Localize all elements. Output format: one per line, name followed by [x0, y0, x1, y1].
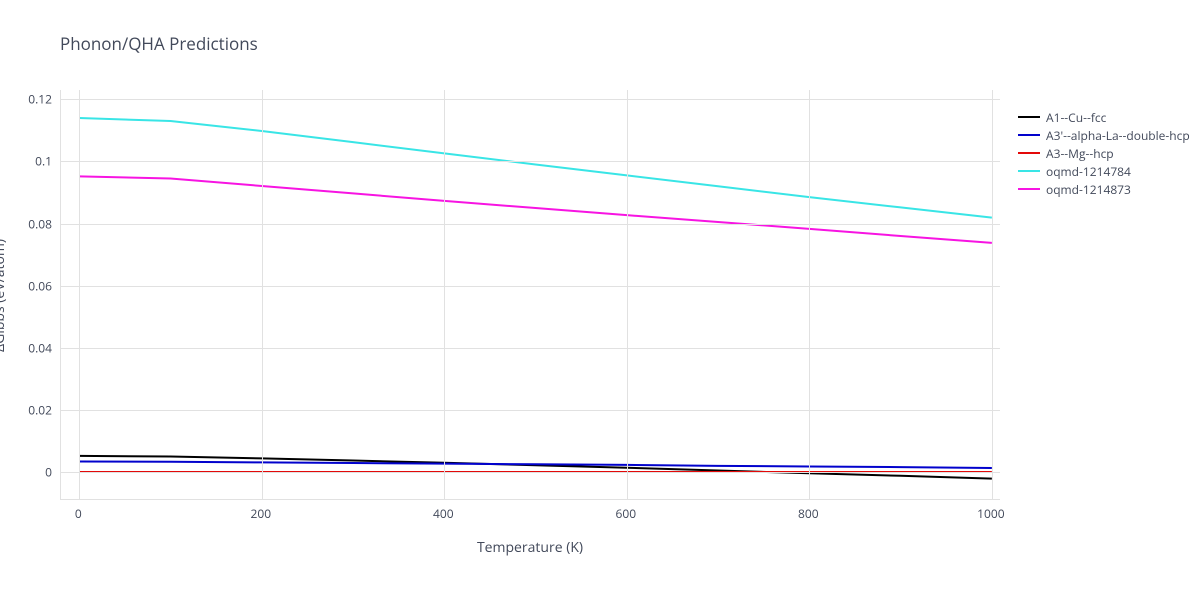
- chart-title: Phonon/QHA Predictions: [60, 32, 258, 55]
- series-line[interactable]: [79, 118, 992, 218]
- y-tick-label: 0.1: [0, 153, 52, 170]
- plot-area: [60, 90, 1000, 500]
- x-tick-label: 600: [616, 505, 637, 522]
- legend-swatch: [1018, 152, 1040, 154]
- legend-label: A3'--alpha-La--double-hcp: [1046, 127, 1190, 144]
- x-tick-label: 0: [75, 505, 82, 522]
- y-tick-label: 0.02: [0, 401, 52, 418]
- legend-swatch: [1018, 188, 1040, 190]
- y-tick-label: 0.08: [0, 215, 52, 232]
- x-tick-label: 1000: [977, 505, 1004, 522]
- y-axis-label: ΔGibbs (eV/atom): [0, 90, 10, 500]
- gridline-v: [444, 90, 445, 499]
- gridline-h: [61, 410, 1000, 411]
- chart-container: Phonon/QHA Predictions Temperature (K) Δ…: [0, 0, 1200, 600]
- legend-swatch: [1018, 134, 1040, 136]
- legend-item[interactable]: oqmd-1214784: [1018, 162, 1190, 180]
- legend-label: oqmd-1214873: [1046, 181, 1131, 198]
- gridline-h: [61, 472, 1000, 473]
- gridline-h: [61, 99, 1000, 100]
- x-axis-label: Temperature (K): [60, 538, 1000, 557]
- gridline-h: [61, 286, 1000, 287]
- legend-swatch: [1018, 116, 1040, 118]
- legend-item[interactable]: A3'--alpha-La--double-hcp: [1018, 126, 1190, 144]
- gridline-v: [262, 90, 263, 499]
- y-tick-label: 0.12: [0, 91, 52, 108]
- gridline-h: [61, 161, 1000, 162]
- y-tick-label: 0.06: [0, 277, 52, 294]
- gridline-v: [79, 90, 80, 499]
- gridline-v: [627, 90, 628, 499]
- legend-label: oqmd-1214784: [1046, 163, 1131, 180]
- legend-label: A1--Cu--fcc: [1046, 109, 1106, 126]
- legend-item[interactable]: oqmd-1214873: [1018, 180, 1190, 198]
- y-tick-label: 0: [0, 464, 52, 481]
- chart-svg: [61, 90, 1001, 500]
- gridline-h: [61, 224, 1000, 225]
- legend-item[interactable]: A1--Cu--fcc: [1018, 108, 1190, 126]
- gridline-v: [809, 90, 810, 499]
- x-tick-label: 200: [250, 505, 271, 522]
- gridline-h: [61, 348, 1000, 349]
- legend-swatch: [1018, 170, 1040, 172]
- legend: A1--Cu--fccA3'--alpha-La--double-hcpA3--…: [1018, 108, 1190, 198]
- legend-label: A3--Mg--hcp: [1046, 145, 1114, 162]
- legend-item[interactable]: A3--Mg--hcp: [1018, 144, 1190, 162]
- series-line[interactable]: [79, 176, 992, 242]
- gridline-v: [992, 90, 993, 499]
- y-tick-label: 0.04: [0, 339, 52, 356]
- series-line[interactable]: [79, 461, 992, 468]
- x-tick-label: 800: [798, 505, 819, 522]
- x-tick-label: 400: [433, 505, 454, 522]
